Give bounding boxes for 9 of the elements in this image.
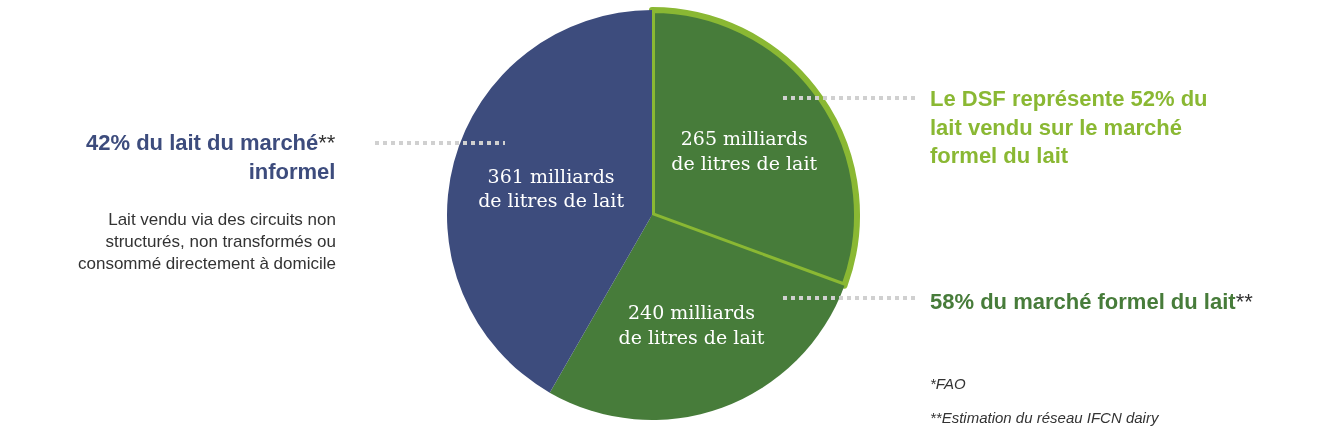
text: Lait vendu via des circuits non structurés, non transformés ou consommé directement à domicile <box>78 210 336 274</box>
data-label: 240 milliards de litres de lait <box>618 300 765 348</box>
text: 58% du marché formel du lait** <box>930 289 1254 314</box>
text: *FAO <box>930 375 966 392</box>
data-label: 265 milliards de litres de lait <box>671 127 818 174</box>
data-label: 361 milliards de litres de lait <box>478 164 625 212</box>
text: 42% du lait du marché** informel <box>86 130 336 184</box>
text: Le DSF représente 52% du lait vendu sur le marché formel du lait <box>930 86 1208 169</box>
text: **Estimation du réseau IFCN dairy <box>930 409 1160 426</box>
